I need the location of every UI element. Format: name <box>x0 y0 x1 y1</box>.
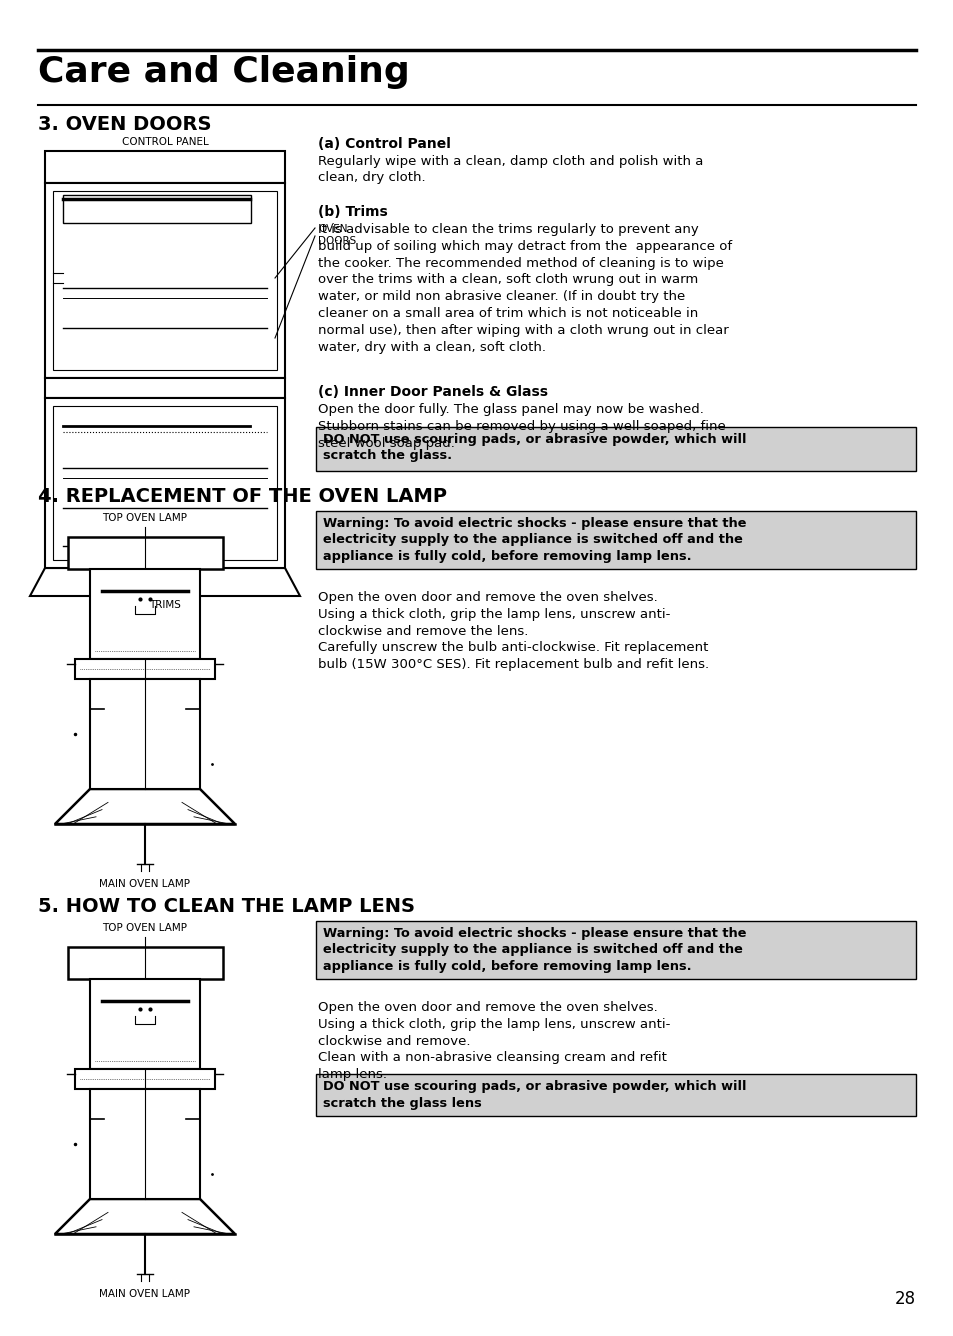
Bar <box>90 679 200 790</box>
Bar <box>315 1074 915 1116</box>
Text: Open the door fully. The glass panel may now be washed.
Stubborn stains can be r: Open the door fully. The glass panel may… <box>317 403 725 450</box>
Text: Open the oven door and remove the oven shelves.
Using a thick cloth, grip the la: Open the oven door and remove the oven s… <box>317 591 708 671</box>
Bar <box>45 398 285 568</box>
Text: 3. OVEN DOORS: 3. OVEN DOORS <box>38 115 212 134</box>
Text: (a) Control Panel: (a) Control Panel <box>317 138 451 151</box>
Bar <box>45 183 285 378</box>
Bar <box>53 406 276 560</box>
Text: 28: 28 <box>894 1291 915 1308</box>
Bar <box>53 191 276 370</box>
Bar <box>75 659 214 679</box>
Text: TOP OVEN LAMP: TOP OVEN LAMP <box>102 513 188 522</box>
Text: TRIMS: TRIMS <box>149 600 181 611</box>
Text: MAIN OVEN LAMP: MAIN OVEN LAMP <box>99 879 191 888</box>
Text: (c) Inner Door Panels & Glass: (c) Inner Door Panels & Glass <box>317 385 547 399</box>
Text: It is advisable to clean the trims regularly to prevent any
build up of soiling : It is advisable to clean the trims regul… <box>317 223 731 354</box>
Bar <box>63 195 251 223</box>
Text: OVEN: OVEN <box>317 224 347 234</box>
Text: (b) Trims: (b) Trims <box>317 204 387 219</box>
Text: Open the oven door and remove the oven shelves.
Using a thick cloth, grip the la: Open the oven door and remove the oven s… <box>317 1001 670 1081</box>
Text: MAIN OVEN LAMP: MAIN OVEN LAMP <box>99 1289 191 1299</box>
Text: Warning: To avoid electric shocks - please ensure that the
electricity supply to: Warning: To avoid electric shocks - plea… <box>323 927 745 973</box>
Bar <box>68 947 223 979</box>
Text: DO NOT use scouring pads, or abrasive powder, which will
scratch the glass.: DO NOT use scouring pads, or abrasive po… <box>323 433 745 462</box>
Text: DO NOT use scouring pads, or abrasive powder, which will
scratch the glass lens: DO NOT use scouring pads, or abrasive po… <box>323 1079 745 1109</box>
Text: 5. HOW TO CLEAN THE LAMP LENS: 5. HOW TO CLEAN THE LAMP LENS <box>38 896 415 916</box>
Bar <box>45 378 285 398</box>
Text: CONTROL PANEL: CONTROL PANEL <box>121 138 208 147</box>
Bar <box>90 979 200 1069</box>
Bar <box>45 151 285 183</box>
Text: Care and Cleaning: Care and Cleaning <box>38 55 410 90</box>
Bar <box>90 569 200 659</box>
Text: Warning: To avoid electric shocks - please ensure that the
electricity supply to: Warning: To avoid electric shocks - plea… <box>323 517 745 562</box>
Text: DOORS: DOORS <box>317 236 355 246</box>
Text: Regularly wipe with a clean, damp cloth and polish with a
clean, dry cloth.: Regularly wipe with a clean, damp cloth … <box>317 155 702 184</box>
Bar <box>315 428 915 472</box>
Bar <box>315 510 915 569</box>
Bar <box>315 921 915 979</box>
Text: 4. REPLACEMENT OF THE OVEN LAMP: 4. REPLACEMENT OF THE OVEN LAMP <box>38 488 447 506</box>
Bar <box>90 1089 200 1198</box>
Text: TOP OVEN LAMP: TOP OVEN LAMP <box>102 923 188 933</box>
Bar <box>68 537 223 569</box>
Bar <box>75 1069 214 1089</box>
